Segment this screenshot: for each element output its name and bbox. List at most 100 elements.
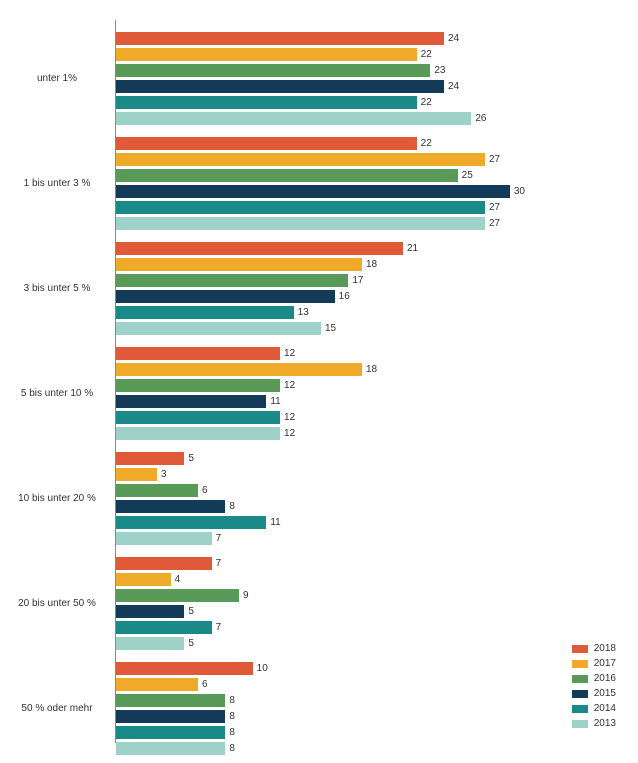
bar-row: 8: [116, 710, 525, 723]
legend-label: 2016: [594, 673, 616, 684]
bar-row: 22: [116, 48, 525, 61]
bar-row: 11: [116, 516, 525, 529]
bar-row: 4: [116, 573, 525, 586]
bar-row: 24: [116, 80, 525, 93]
bar: [116, 48, 417, 61]
bar-row: 7: [116, 557, 525, 570]
bar: [116, 363, 362, 376]
bar-row: 26: [116, 112, 525, 125]
bar: [116, 452, 184, 465]
bar: [116, 242, 403, 255]
bar-value-label: 9: [243, 589, 249, 602]
bar: [116, 169, 458, 182]
bar-row: 12: [116, 411, 525, 424]
category-label: 3 bis unter 5 %: [6, 283, 116, 294]
legend-swatch: [572, 675, 588, 683]
legend-swatch: [572, 645, 588, 653]
bar: [116, 347, 280, 360]
bar-value-label: 13: [298, 306, 309, 319]
bar-value-label: 30: [514, 185, 525, 198]
bar-row: 6: [116, 484, 525, 497]
category-group: 20 bis unter 50 %749575: [116, 557, 525, 650]
legend-item: 2013: [572, 718, 616, 729]
bar-row: 9: [116, 589, 525, 602]
bar-value-label: 12: [284, 379, 295, 392]
bar-value-label: 17: [352, 274, 363, 287]
bar: [116, 637, 184, 650]
bar-row: 30: [116, 185, 525, 198]
bar: [116, 201, 485, 214]
legend-swatch: [572, 660, 588, 668]
category-group: unter 1%242223242226: [116, 32, 525, 125]
bar-value-label: 8: [229, 726, 235, 739]
category-label: 50 % oder mehr: [6, 703, 116, 714]
bar: [116, 379, 280, 392]
bar-value-label: 24: [448, 80, 459, 93]
bar-row: 18: [116, 363, 525, 376]
bar: [116, 662, 253, 675]
bar-row: 23: [116, 64, 525, 77]
bar: [116, 96, 417, 109]
legend-swatch: [572, 690, 588, 698]
bar: [116, 710, 225, 723]
category-group: 50 % oder mehr1068888: [116, 662, 525, 755]
bar: [116, 112, 471, 125]
bar-row: 27: [116, 153, 525, 166]
bar: [116, 468, 157, 481]
bar: [116, 153, 485, 166]
bar-value-label: 22: [421, 96, 432, 109]
legend-label: 2015: [594, 688, 616, 699]
bar: [116, 80, 444, 93]
legend-label: 2017: [594, 658, 616, 669]
bar: [116, 532, 212, 545]
bar: [116, 427, 280, 440]
legend-item: 2015: [572, 688, 616, 699]
bar-row: 8: [116, 742, 525, 755]
bar: [116, 306, 294, 319]
bar-row: 12: [116, 379, 525, 392]
bar-row: 22: [116, 137, 525, 150]
bar-row: 8: [116, 694, 525, 707]
bar-row: 12: [116, 347, 525, 360]
bar: [116, 500, 225, 513]
bar-value-label: 7: [216, 621, 222, 634]
bar-row: 5: [116, 605, 525, 618]
bar-value-label: 15: [325, 322, 336, 335]
legend: 2018 2017 2016 2015 2014 2013: [572, 643, 616, 733]
bar-value-label: 5: [188, 637, 194, 650]
legend-label: 2014: [594, 703, 616, 714]
bar-row: 21: [116, 242, 525, 255]
bar: [116, 322, 321, 335]
category-group: 10 bis unter 20 %5368117: [116, 452, 525, 545]
bar-row: 25: [116, 169, 525, 182]
bar-value-label: 8: [229, 500, 235, 513]
category-label: 20 bis unter 50 %: [6, 598, 116, 609]
category-label: 1 bis unter 3 %: [6, 178, 116, 189]
category-group: 3 bis unter 5 %211817161315: [116, 242, 525, 335]
bar-value-label: 12: [284, 411, 295, 424]
bar-value-label: 27: [489, 153, 500, 166]
bar-row: 11: [116, 395, 525, 408]
bar-row: 10: [116, 662, 525, 675]
legend-swatch: [572, 705, 588, 713]
bar: [116, 573, 171, 586]
bar: [116, 258, 362, 271]
category-group: 5 bis unter 10 %121812111212: [116, 347, 525, 440]
bar-value-label: 16: [339, 290, 350, 303]
bar-value-label: 11: [270, 516, 280, 529]
bar-value-label: 3: [161, 468, 167, 481]
bar-row: 6: [116, 678, 525, 691]
bar-row: 18: [116, 258, 525, 271]
bar-row: 22: [116, 96, 525, 109]
bar-row: 5: [116, 452, 525, 465]
bar: [116, 605, 184, 618]
bar: [116, 726, 225, 739]
legend-item: 2014: [572, 703, 616, 714]
bar-value-label: 7: [216, 557, 222, 570]
legend-item: 2018: [572, 643, 616, 654]
bar-value-label: 10: [257, 662, 268, 675]
bar: [116, 137, 417, 150]
bar: [116, 290, 335, 303]
bar-value-label: 26: [475, 112, 486, 125]
bar-value-label: 23: [434, 64, 445, 77]
